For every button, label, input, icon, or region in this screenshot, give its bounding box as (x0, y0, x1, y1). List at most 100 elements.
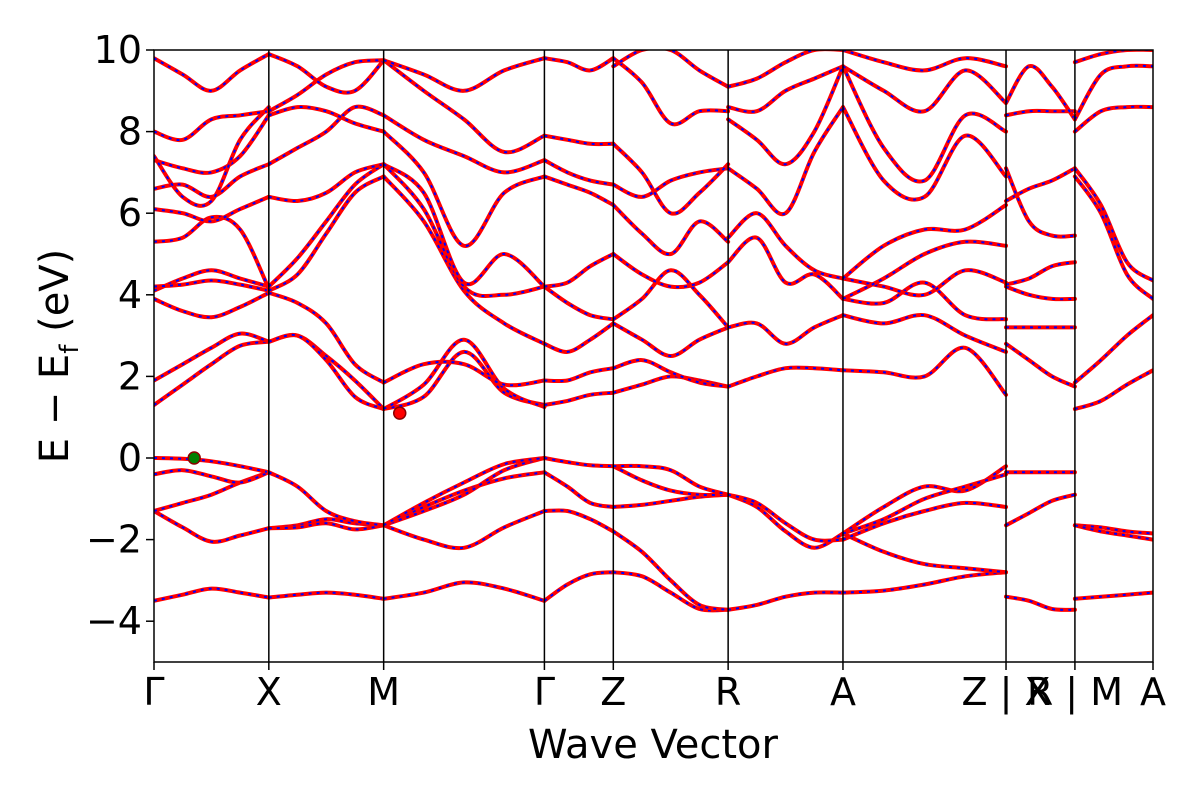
band-line (154, 339, 271, 407)
y-tick-label: 8 (118, 110, 142, 154)
band-line-overlay (842, 269, 1007, 297)
band-line-overlay (613, 571, 729, 612)
band-line (1072, 174, 1153, 301)
y-axis-title-main: E − E (32, 354, 78, 464)
y-tick-label: 6 (118, 191, 142, 235)
band-line-overlay (727, 493, 844, 549)
y-axis-title-unit: (eV) (32, 249, 78, 345)
band-line (611, 268, 731, 330)
band-line-overlay (1074, 64, 1153, 120)
band-line-overlay (383, 59, 545, 154)
marker-cbm (392, 406, 407, 420)
band-line-overlay (268, 163, 384, 203)
band-line (611, 529, 731, 612)
band-line-overlay (544, 457, 614, 468)
band-line-overlay (543, 571, 614, 602)
band-line (542, 158, 616, 187)
band-line (841, 570, 1008, 595)
band-line-overlay (842, 240, 1007, 300)
band-line (154, 113, 271, 175)
band-line (1072, 313, 1153, 385)
band-line (726, 365, 845, 389)
band-line (381, 113, 547, 175)
band-line-overlay (544, 57, 614, 72)
band-line-overlay (1074, 369, 1153, 410)
band-line (154, 331, 271, 383)
band-line-overlay (842, 204, 1007, 280)
y-tick-label: 4 (118, 273, 142, 317)
band-line-overlay (842, 532, 1007, 574)
band-line-overlay (382, 175, 545, 345)
band-line-overlay (154, 587, 269, 602)
band-line-overlay (842, 346, 1007, 396)
band-line-overlay (1074, 105, 1153, 133)
band-line (154, 105, 271, 208)
band-line-overlay (268, 591, 384, 600)
band-line-overlay (154, 469, 270, 484)
x-tick-label: R (715, 670, 741, 714)
band-line-overlay (268, 522, 384, 531)
band-line (1004, 341, 1077, 389)
band-line (611, 56, 731, 127)
band-line-overlay (613, 464, 729, 496)
band-line (841, 500, 1008, 542)
band-line-overlay (544, 509, 614, 533)
x-axis-title: Wave Vector (528, 722, 779, 768)
band-line-overlay (382, 130, 545, 247)
band-line (542, 470, 616, 509)
band-line (381, 58, 547, 155)
band-line-overlay (1005, 167, 1076, 202)
x-tick-label: M (367, 670, 400, 714)
y-tick-label: −2 (86, 518, 142, 562)
band-line-overlay (842, 465, 1007, 535)
band-line (841, 105, 1008, 202)
band-line-overlay (612, 143, 729, 215)
band-line-overlay (842, 473, 1007, 535)
x-tick-label: Γ (534, 670, 555, 714)
band-line-overlay (842, 571, 1007, 594)
band-line (726, 313, 845, 346)
x-axis-ticks: Γ X M Γ Z R A Z | XR | M A (143, 662, 1166, 715)
band-line (381, 349, 547, 411)
band-line-overlay (268, 334, 385, 410)
band-line-overlay (383, 581, 545, 602)
band-line-overlay (1005, 285, 1075, 301)
band-line (542, 570, 616, 603)
band-line (154, 290, 271, 320)
y-tick-label: 0 (118, 436, 142, 480)
band-line (1004, 166, 1077, 239)
band-line-overlay (154, 215, 270, 290)
band-line-overlay (544, 253, 614, 288)
band-line-overlay (612, 253, 729, 289)
band-line-overlay (268, 291, 385, 384)
band-line-overlay (727, 65, 844, 166)
band-line (1072, 63, 1153, 122)
band-line-overlay (383, 338, 545, 410)
band-line (381, 56, 547, 93)
y-axis-title-subscript: f (55, 344, 85, 354)
band-line (154, 509, 271, 544)
band-line-overlay (154, 106, 270, 207)
band-line (611, 358, 731, 389)
band-line (1072, 523, 1153, 542)
band-line-overlay (383, 457, 545, 527)
band-line (381, 470, 547, 528)
band-line (381, 162, 547, 289)
band-line (542, 174, 616, 207)
y-tick-label: 2 (118, 354, 142, 398)
band-line-overlay (544, 391, 614, 406)
band-line (1072, 166, 1153, 283)
band-line (611, 321, 731, 359)
band-line-overlay (544, 175, 614, 206)
band-line-overlay (1074, 167, 1153, 282)
band-line-overlay (544, 322, 614, 353)
band-line (266, 104, 386, 167)
band-line-overlay (154, 510, 270, 543)
band-line-overlay (842, 65, 1007, 113)
band-line-overlay (268, 175, 385, 292)
band-line-overlay (727, 65, 844, 113)
band-line-overlay (612, 57, 729, 126)
band-line (841, 64, 1008, 114)
band-line (266, 58, 386, 114)
